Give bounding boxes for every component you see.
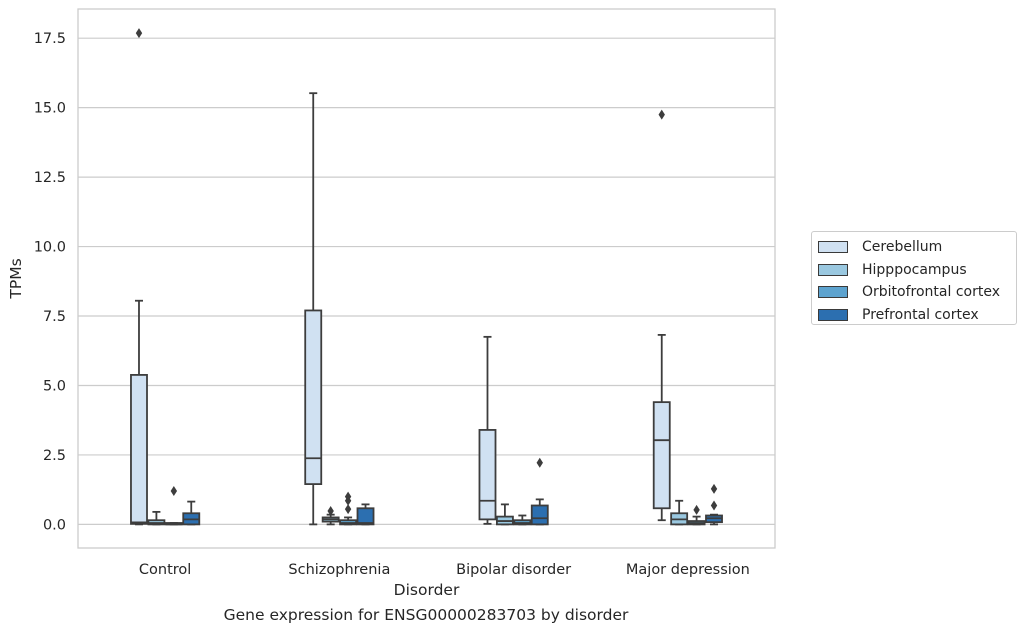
outlier-point — [658, 109, 665, 120]
outlier-point — [135, 28, 143, 39]
box-body — [478, 429, 497, 521]
legend-label: Hipppocampus — [862, 261, 967, 278]
y-tick-label: 2.5 — [43, 448, 66, 464]
y-tick-label: 12.5 — [34, 170, 66, 186]
box — [182, 500, 201, 526]
box-body — [530, 504, 549, 526]
box-body — [356, 507, 375, 526]
legend-swatch — [818, 241, 848, 254]
legend-item-orbitofrontal-cortex: Orbitofrontal cortex — [818, 281, 1016, 304]
legend-item-prefrontal-cortex: Prefrontal cortex — [818, 304, 1016, 327]
legend-swatch — [818, 263, 848, 276]
x-tick-label: Control — [139, 562, 191, 578]
chart-caption: Gene expression for ENSG00000283703 by d… — [223, 606, 629, 624]
box — [513, 514, 532, 526]
outlier-point — [170, 486, 178, 497]
box — [705, 483, 723, 526]
box — [687, 504, 706, 526]
legend: Cerebellum Hipppocampus Orbitofrontal co… — [811, 231, 1017, 325]
grid-lines — [78, 37, 775, 525]
box — [652, 109, 671, 522]
legend-label: Cerebellum — [862, 239, 943, 256]
y-tick-label: 17.5 — [34, 31, 66, 47]
legend-label: Prefrontal cortex — [862, 306, 979, 323]
plot-frame — [77, 8, 776, 549]
legend-swatch — [818, 308, 848, 321]
y-axis-ticks: 0.0 2.5 5.0 7.5 10.0 12.5 15.0 17.5 — [34, 31, 66, 533]
box — [164, 486, 183, 526]
outlier-point — [344, 504, 352, 515]
x-tick-label: Schizophrenia — [288, 562, 390, 578]
x-tick-label: Bipolar disorder — [456, 562, 571, 578]
legend-item-hippocampus: Hipppocampus — [818, 259, 1016, 282]
box — [321, 506, 340, 526]
x-tick-label: Major depression — [626, 562, 750, 578]
y-tick-label: 15.0 — [34, 101, 66, 117]
box — [356, 503, 375, 526]
box — [147, 510, 166, 526]
x-axis-label: Disorder — [394, 581, 460, 599]
box-series — [130, 28, 723, 526]
y-tick-label: 7.5 — [43, 309, 66, 325]
y-tick-label: 10.0 — [34, 240, 66, 256]
outlier-point — [710, 500, 718, 511]
legend-swatch — [818, 286, 848, 299]
legend-label: Orbitofrontal cortex — [862, 284, 1000, 301]
outlier-point — [710, 483, 718, 494]
x-axis-ticks: Control Schizophrenia Bipolar disorder Majo… — [139, 562, 750, 578]
legend-item-cerebellum: Cerebellum — [818, 236, 1016, 259]
outlier-point — [327, 506, 334, 517]
box — [130, 28, 148, 526]
box — [478, 335, 497, 525]
box — [670, 499, 689, 526]
box — [304, 92, 323, 526]
box-body — [304, 309, 323, 485]
outlier-point — [344, 491, 352, 502]
box-body — [130, 374, 148, 525]
outlier-point — [693, 504, 700, 515]
box — [530, 457, 549, 526]
box-body — [652, 401, 671, 510]
box — [339, 491, 358, 526]
outlier-point — [536, 457, 543, 468]
y-tick-label: 0.0 — [43, 517, 66, 533]
y-tick-label: 5.0 — [43, 378, 66, 394]
y-axis-label: TPMs — [7, 258, 25, 299]
box — [495, 503, 514, 526]
